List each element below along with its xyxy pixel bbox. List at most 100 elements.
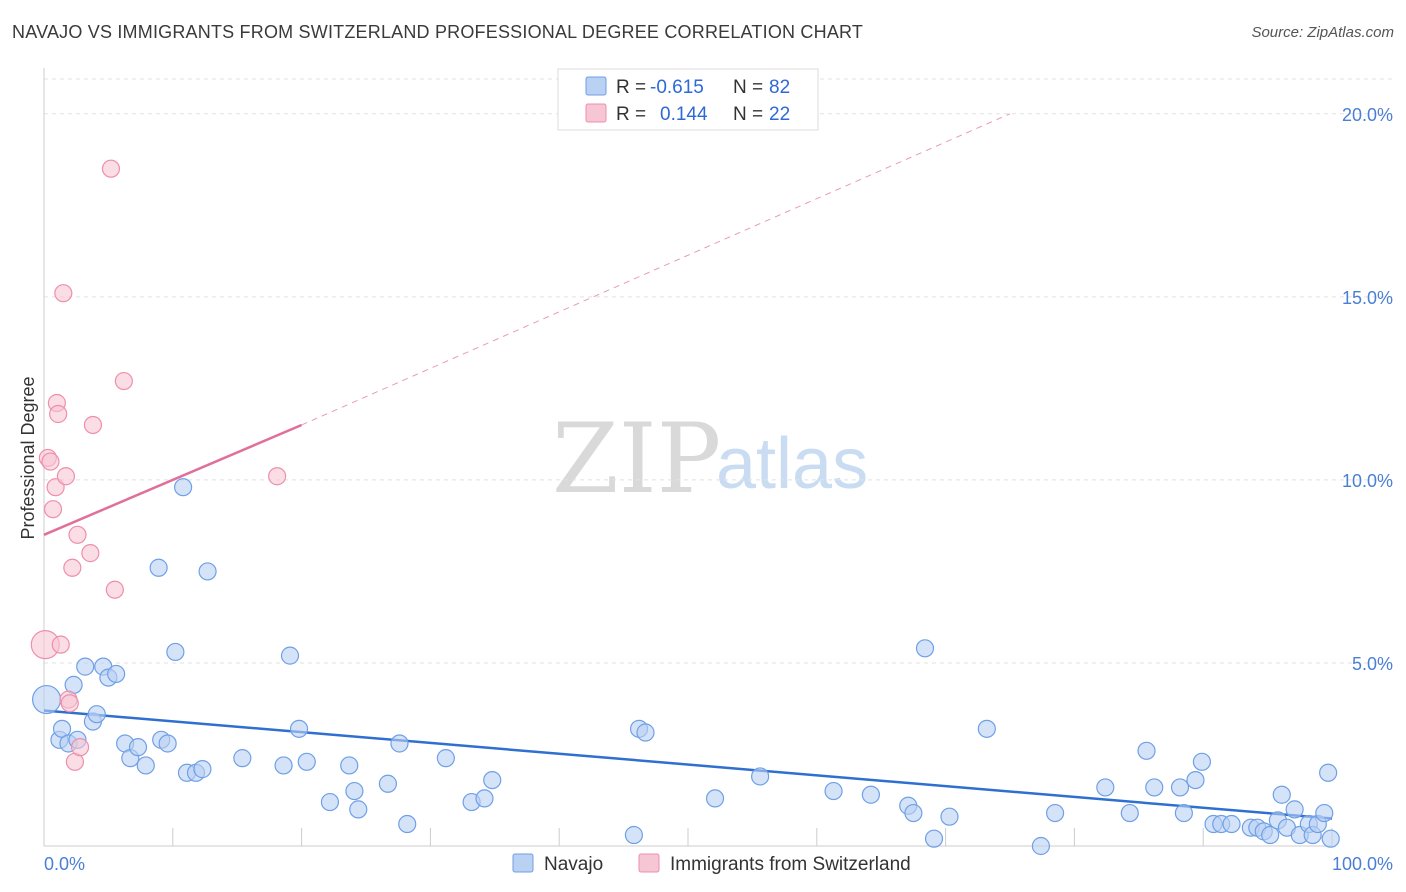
point-navajo <box>378 774 397 793</box>
legend-navajo-r-value: -0.615 <box>650 77 704 98</box>
point-navajo <box>1192 752 1212 771</box>
point-navajo <box>824 781 843 801</box>
point-navajo <box>198 562 217 581</box>
point-navajo <box>193 760 212 779</box>
point-swiss <box>114 371 133 391</box>
y-tick-label: 20.0% <box>1342 105 1393 125</box>
legend: R = -0.615 N = 82 R = 0.144 N = 22 <box>557 68 819 131</box>
point-swiss <box>68 525 87 544</box>
axes <box>43 68 1333 847</box>
point-navajo <box>174 478 193 497</box>
bottom-legend-swatch-swiss <box>638 853 660 873</box>
legend-swiss-n-label: N = <box>733 104 763 125</box>
data-points <box>30 159 1340 856</box>
point-navajo <box>166 642 185 662</box>
legend-navajo-r-label: R = <box>616 77 646 98</box>
point-navajo <box>977 719 996 738</box>
point-navajo <box>340 756 359 775</box>
trend-line-swiss-extension <box>301 113 1011 426</box>
point-navajo <box>624 825 644 845</box>
tick-labels: 5.0% 10.0% 15.0% 20.0% 0.0% 100.0% <box>44 105 1393 874</box>
point-navajo <box>1045 803 1065 823</box>
point-navajo <box>1222 814 1241 834</box>
point-navajo <box>345 781 364 801</box>
point-swiss <box>43 500 63 519</box>
point-navajo <box>349 800 368 819</box>
point-swiss <box>54 284 73 303</box>
point-navajo <box>320 792 340 812</box>
point-navajo <box>1137 741 1156 760</box>
point-navajo <box>1186 771 1205 790</box>
point-swiss <box>51 635 70 654</box>
point-navajo <box>1321 829 1340 848</box>
point-swiss <box>49 404 68 424</box>
grid-lines <box>44 78 1394 664</box>
legend-navajo-n-label: N = <box>733 77 763 98</box>
point-navajo <box>280 646 300 665</box>
point-navajo <box>1170 778 1190 797</box>
point-navajo <box>636 723 655 742</box>
point-navajo <box>149 558 168 577</box>
point-navajo <box>705 789 725 808</box>
point-navajo <box>31 684 62 715</box>
legend-navajo-n-value: 82 <box>769 77 790 98</box>
y-tick-label: 15.0% <box>1342 288 1393 308</box>
point-swiss <box>60 694 79 713</box>
point-navajo <box>1145 778 1164 797</box>
trend-lines <box>43 113 1333 820</box>
point-navajo <box>390 734 409 753</box>
x-tick-label: 0.0% <box>44 854 85 874</box>
point-navajo <box>940 807 959 826</box>
point-swiss <box>70 738 90 757</box>
source-label: Source: ZipAtlas.com <box>1251 24 1394 41</box>
point-navajo <box>1315 803 1334 823</box>
bottom-legend-swiss: Immigrants from Switzerland <box>670 854 911 875</box>
point-swiss <box>56 467 75 486</box>
point-swiss <box>63 558 82 577</box>
y-tick-label: 5.0% <box>1352 654 1393 674</box>
point-navajo <box>1120 803 1139 823</box>
point-navajo <box>483 771 502 790</box>
chart-title: NAVAJO VS IMMIGRANTS FROM SWITZERLAND PR… <box>12 22 864 42</box>
point-swiss <box>83 415 103 435</box>
legend-swiss-n-value: 22 <box>769 104 790 125</box>
point-navajo <box>1031 836 1051 856</box>
point-navajo <box>915 639 935 658</box>
point-swiss <box>268 467 287 486</box>
trend-line-swiss <box>43 423 303 536</box>
point-navajo <box>904 803 923 823</box>
legend-swatch-swiss <box>585 103 607 123</box>
point-navajo <box>1174 803 1193 823</box>
point-swiss <box>101 159 121 178</box>
legend-swiss-r-label: R = <box>616 104 646 125</box>
point-navajo <box>1096 778 1115 797</box>
y-axis-label: Professional Degree <box>18 376 38 539</box>
watermark-atlas: atlas <box>716 424 868 504</box>
x-tick-label: 100.0% <box>1332 854 1393 874</box>
point-navajo <box>1285 800 1304 819</box>
watermark-zip: ZIP <box>552 403 721 515</box>
point-navajo <box>87 705 106 724</box>
legend-swatch-navajo <box>585 76 607 96</box>
point-swiss <box>105 580 124 599</box>
point-navajo <box>861 785 880 804</box>
bottom-legend-navajo: Navajo <box>544 854 603 875</box>
point-navajo <box>398 814 417 834</box>
point-navajo <box>136 756 155 775</box>
point-navajo <box>1272 785 1291 804</box>
point-swiss <box>81 544 100 563</box>
point-navajo <box>297 752 316 771</box>
point-navajo <box>1261 825 1280 845</box>
point-navajo <box>436 749 455 768</box>
point-navajo <box>107 664 126 684</box>
trend-line-navajo <box>43 709 1333 820</box>
bottom-legend: Navajo Immigrants from Switzerland <box>512 853 911 875</box>
point-navajo <box>475 789 494 808</box>
point-navajo <box>289 719 309 738</box>
point-navajo <box>233 749 252 768</box>
point-navajo <box>924 829 944 848</box>
point-navajo <box>158 734 177 753</box>
legend-swiss-r-value: 0.144 <box>660 104 708 125</box>
point-navajo <box>751 767 770 786</box>
